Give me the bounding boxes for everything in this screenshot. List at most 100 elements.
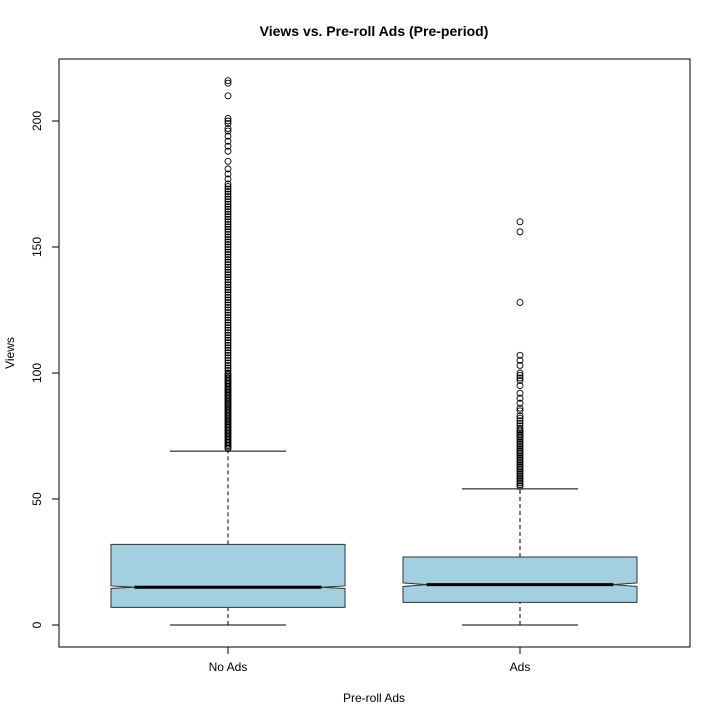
outlier-point: [224, 253, 232, 261]
outlier-point: [224, 339, 232, 347]
outlier-point: [516, 369, 524, 377]
outlier-point: [224, 309, 232, 316]
outlier-point: [516, 479, 524, 487]
outlier-point: [224, 175, 232, 183]
outlier-point: [224, 235, 232, 243]
outlier-point: [516, 422, 524, 430]
outlier-point: [516, 460, 524, 467]
outlier-point: [516, 298, 524, 306]
outlier-point: [224, 137, 232, 145]
outlier-point: [516, 438, 524, 446]
outlier-point: [224, 298, 232, 306]
outlier-point: [516, 465, 524, 473]
outlier-point: [516, 482, 524, 490]
outlier-point: [516, 228, 524, 236]
box-group-ads: [402, 218, 638, 626]
outlier-point: [224, 220, 232, 228]
outlier-point: [224, 165, 232, 173]
outlier-point: [224, 225, 232, 233]
outlier-point: [224, 268, 232, 276]
outlier-point: [516, 456, 524, 464]
outlier-point: [224, 369, 232, 377]
outlier-point: [516, 477, 524, 485]
outlier-point: [516, 430, 524, 437]
outlier-point: [224, 331, 232, 339]
outlier-point: [224, 256, 232, 264]
outlier-point: [516, 451, 524, 459]
outlier-point: [224, 92, 232, 100]
outlier-point: [224, 304, 232, 311]
outlier-point: [224, 316, 232, 324]
outlier-point: [224, 147, 232, 155]
outlier-point: [516, 442, 524, 450]
outlier-point: [224, 288, 232, 296]
outlier-point: [516, 417, 524, 425]
outlier-point: [224, 203, 232, 211]
outlier-point: [224, 243, 232, 251]
outlier-point: [224, 351, 232, 359]
outlier-point: [516, 361, 524, 369]
outlier-point: [224, 185, 232, 193]
outlier-point: [224, 359, 232, 367]
outlier-point: [224, 344, 232, 352]
outlier-point: [224, 215, 232, 223]
outlier-point: [224, 180, 232, 188]
outlier-point: [224, 117, 232, 125]
outlier-point: [516, 468, 524, 476]
outlier-point: [224, 336, 232, 344]
outlier-point: [224, 218, 232, 226]
outlier-point: [516, 474, 524, 482]
outlier-point: [224, 230, 232, 238]
y-tick-label: 100: [30, 363, 44, 383]
outlier-point: [224, 79, 232, 87]
iqr-box: [110, 543, 346, 608]
outlier-point: [516, 433, 524, 441]
outlier-point: [516, 374, 524, 382]
outlier-point: [516, 467, 524, 474]
outlier-point: [516, 449, 524, 457]
outlier-point: [516, 389, 524, 397]
outlier-point: [224, 278, 232, 286]
outlier-point: [224, 263, 232, 271]
outlier-point: [516, 463, 524, 471]
outlier-point: [224, 356, 232, 364]
outlier-point: [224, 329, 232, 337]
outlier-point: [224, 293, 232, 301]
outlier-point: [224, 241, 232, 248]
outlier-point: [516, 404, 524, 412]
outlier-point: [224, 314, 232, 322]
y-axis-label: Views: [3, 337, 17, 369]
outlier-point: [516, 412, 524, 420]
outlier-point: [224, 228, 232, 236]
outlier-point: [516, 444, 524, 452]
outlier-point: [224, 326, 232, 334]
outlier-point: [224, 354, 232, 362]
outlier-point: [516, 419, 524, 427]
outlier-point: [516, 407, 524, 415]
outlier-point: [224, 301, 232, 309]
outlier-point: [516, 481, 524, 489]
outlier-point: [516, 440, 524, 448]
iqr-box: [402, 556, 638, 603]
outlier-point: [224, 183, 232, 190]
outlier-point: [224, 238, 232, 246]
outlier-point: [224, 273, 232, 281]
outlier-point: [224, 77, 232, 85]
outlier-point: [224, 291, 232, 299]
plot-layer: [110, 77, 638, 626]
outlier-point: [224, 210, 232, 218]
outlier-point: [224, 251, 232, 259]
outlier-point: [224, 321, 232, 329]
outlier-point: [224, 120, 232, 127]
outlier-point: [224, 271, 232, 279]
outlier-point: [224, 367, 232, 374]
x-tick-label: No Ads: [209, 660, 248, 674]
outlier-point: [516, 470, 524, 478]
outlier-point: [516, 218, 524, 226]
outlier-point: [224, 223, 232, 231]
outlier-point: [516, 461, 524, 469]
outlier-point: [516, 356, 524, 364]
outlier-point: [516, 454, 524, 462]
chart-title: Views vs. Pre-roll Ads (Pre-period): [260, 23, 489, 39]
outlier-point: [224, 361, 232, 369]
